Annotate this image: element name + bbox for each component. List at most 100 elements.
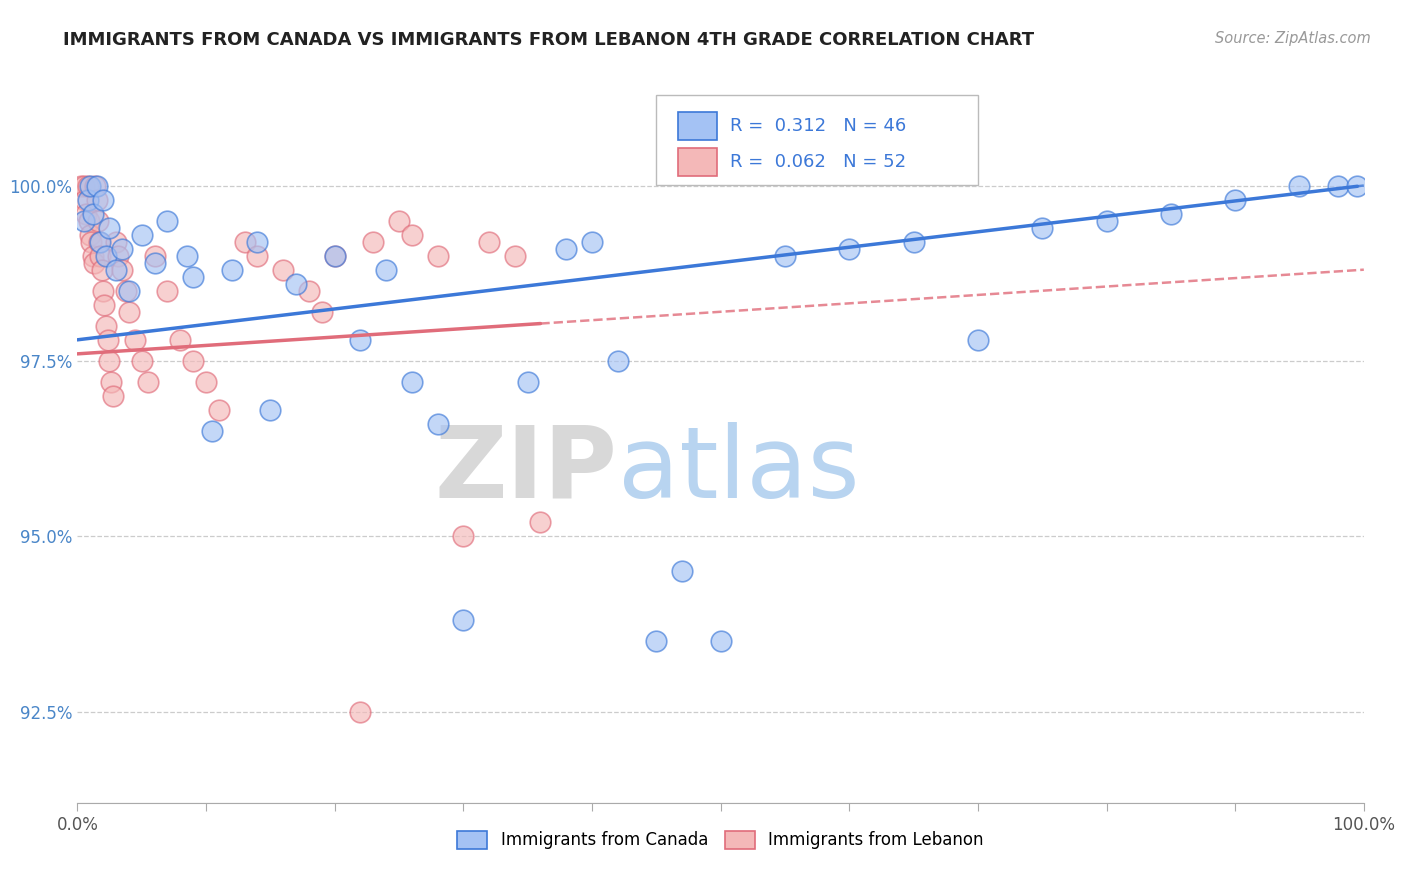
Point bbox=[1031, 220, 1053, 235]
Point bbox=[426, 417, 449, 431]
Point bbox=[75, 206, 97, 220]
Point bbox=[115, 284, 138, 298]
Point bbox=[388, 213, 411, 227]
Point bbox=[478, 235, 501, 249]
Point bbox=[131, 354, 153, 368]
Point bbox=[118, 284, 141, 298]
Point bbox=[838, 242, 860, 256]
Point bbox=[181, 354, 204, 368]
Point bbox=[111, 262, 134, 277]
Point bbox=[453, 529, 475, 543]
Point bbox=[259, 403, 281, 417]
Point bbox=[93, 298, 115, 312]
Point bbox=[453, 614, 475, 628]
Point bbox=[606, 354, 628, 368]
Point bbox=[1288, 178, 1310, 193]
Point bbox=[555, 242, 578, 256]
Point bbox=[100, 375, 122, 389]
Point bbox=[143, 249, 166, 263]
Point bbox=[246, 235, 269, 249]
Point bbox=[181, 269, 204, 284]
Point bbox=[1160, 206, 1182, 220]
Point bbox=[89, 235, 111, 249]
Text: R =  0.062   N = 52: R = 0.062 N = 52 bbox=[730, 153, 905, 171]
Bar bbox=[678, 112, 717, 139]
Point bbox=[86, 193, 108, 207]
Point bbox=[516, 375, 538, 389]
Text: R =  0.312   N = 46: R = 0.312 N = 46 bbox=[730, 117, 905, 135]
Point bbox=[208, 403, 231, 417]
Point bbox=[104, 235, 127, 249]
Point bbox=[89, 249, 111, 263]
Point bbox=[671, 564, 693, 578]
FancyBboxPatch shape bbox=[657, 95, 979, 185]
Point bbox=[77, 213, 100, 227]
Point bbox=[271, 262, 294, 277]
Point bbox=[967, 333, 990, 347]
Bar bbox=[678, 148, 717, 176]
Point bbox=[97, 333, 120, 347]
Point bbox=[73, 213, 96, 227]
Point bbox=[90, 262, 112, 277]
Point bbox=[503, 249, 526, 263]
Point bbox=[375, 262, 398, 277]
Point bbox=[86, 178, 108, 193]
Point bbox=[111, 242, 134, 256]
Text: ZIP: ZIP bbox=[434, 422, 617, 519]
Point bbox=[773, 249, 796, 263]
Point bbox=[529, 515, 551, 529]
Point bbox=[80, 235, 103, 249]
Point bbox=[246, 249, 269, 263]
Point bbox=[1095, 213, 1118, 227]
Point bbox=[233, 235, 256, 249]
Point bbox=[349, 333, 371, 347]
Point bbox=[70, 178, 93, 193]
Point bbox=[323, 249, 346, 263]
Point bbox=[118, 305, 141, 319]
Point bbox=[94, 249, 117, 263]
Point bbox=[107, 249, 129, 263]
Point bbox=[323, 249, 346, 263]
Point bbox=[79, 227, 101, 242]
Point bbox=[83, 255, 105, 269]
Text: atlas: atlas bbox=[617, 422, 859, 519]
Point bbox=[82, 249, 104, 263]
Point bbox=[176, 249, 198, 263]
Point bbox=[361, 235, 384, 249]
Point bbox=[76, 193, 98, 207]
Point bbox=[136, 375, 159, 389]
Point bbox=[903, 235, 925, 249]
Point bbox=[194, 375, 217, 389]
Point bbox=[298, 284, 321, 298]
Point bbox=[76, 178, 98, 193]
Text: IMMIGRANTS FROM CANADA VS IMMIGRANTS FROM LEBANON 4TH GRADE CORRELATION CHART: IMMIGRANTS FROM CANADA VS IMMIGRANTS FRO… bbox=[63, 31, 1035, 49]
Point bbox=[98, 354, 121, 368]
Point bbox=[87, 213, 110, 227]
Point bbox=[73, 193, 96, 207]
Point bbox=[401, 375, 423, 389]
Point bbox=[103, 389, 125, 403]
Point bbox=[91, 193, 114, 207]
Point bbox=[645, 634, 668, 648]
Point bbox=[311, 305, 333, 319]
Point bbox=[401, 227, 423, 242]
Point bbox=[143, 255, 166, 269]
Point bbox=[1327, 178, 1350, 193]
Point bbox=[131, 227, 153, 242]
Legend: Immigrants from Canada, Immigrants from Lebanon: Immigrants from Canada, Immigrants from … bbox=[451, 824, 990, 856]
Point bbox=[1346, 178, 1368, 193]
Text: Source: ZipAtlas.com: Source: ZipAtlas.com bbox=[1215, 31, 1371, 46]
Point bbox=[89, 235, 111, 249]
Point bbox=[73, 178, 96, 193]
Point bbox=[201, 424, 224, 438]
Point bbox=[169, 333, 191, 347]
Point bbox=[221, 262, 243, 277]
Point bbox=[426, 249, 449, 263]
Point bbox=[349, 705, 371, 719]
Point bbox=[91, 284, 114, 298]
Point bbox=[124, 333, 146, 347]
Point bbox=[285, 277, 308, 291]
Point bbox=[1223, 193, 1247, 207]
Point bbox=[710, 634, 733, 648]
Point bbox=[79, 178, 101, 193]
